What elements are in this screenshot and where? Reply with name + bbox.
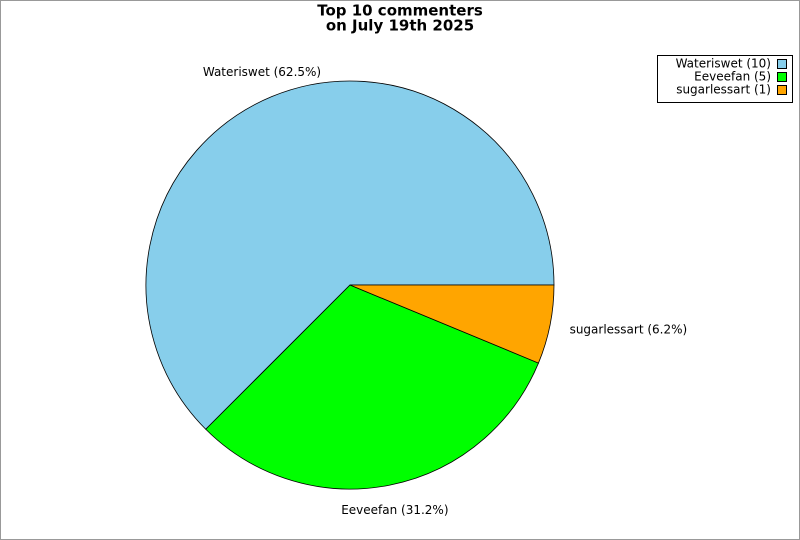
chart-subtitle: on July 19th 2025 (326, 17, 474, 35)
legend-label: Wateriswet (10) (676, 57, 771, 71)
slice-label: sugarlessart (6.2%) (570, 322, 688, 336)
legend-label: Eeveefan (5) (694, 70, 771, 84)
legend-box (657, 55, 793, 103)
pie-slice (349, 284, 555, 364)
slice-label: Eeveefan (31.2%) (341, 503, 448, 517)
legend-label: sugarlessart (1) (676, 83, 771, 97)
pie-slice (145, 80, 555, 430)
slice-label: Wateriswet (62.5%) (203, 65, 321, 79)
legend-swatch (777, 59, 787, 69)
pie-slice (205, 284, 539, 490)
legend-swatch (777, 72, 787, 82)
legend-swatch (777, 85, 787, 95)
chart-title: Top 10 commenters (317, 2, 483, 20)
